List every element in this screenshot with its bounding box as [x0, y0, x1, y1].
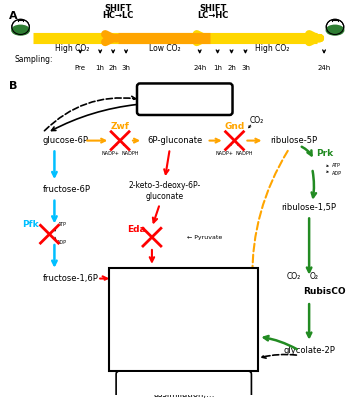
- Text: Low CO₂: Low CO₂: [149, 44, 181, 53]
- Ellipse shape: [12, 19, 29, 34]
- Text: SHIFT: SHIFT: [199, 4, 226, 13]
- FancyBboxPatch shape: [137, 84, 233, 115]
- Text: NADP+: NADP+: [101, 151, 119, 156]
- Text: glucose-6P: glucose-6P: [43, 136, 88, 145]
- Text: glycerate-2P: glycerate-2P: [157, 354, 210, 363]
- Text: Sampling:: Sampling:: [15, 55, 53, 64]
- Text: O₂: O₂: [310, 272, 319, 281]
- Text: 3h: 3h: [121, 65, 131, 71]
- Text: B: B: [9, 82, 17, 92]
- Text: 24h: 24h: [193, 65, 206, 71]
- Ellipse shape: [326, 19, 344, 34]
- Ellipse shape: [12, 25, 29, 35]
- Text: glycerate-3P: glycerate-3P: [157, 329, 210, 338]
- Text: Pre: Pre: [75, 65, 86, 71]
- Text: HC→LC: HC→LC: [102, 11, 134, 20]
- Text: ATP: ATP: [58, 222, 67, 227]
- Text: assimilation,…: assimilation,…: [153, 390, 214, 399]
- Text: 6P-gluconate: 6P-gluconate: [147, 136, 202, 145]
- Text: NADP+: NADP+: [144, 287, 162, 292]
- Text: High CO₂: High CO₂: [55, 44, 89, 53]
- Text: ADP: ADP: [57, 240, 67, 244]
- FancyBboxPatch shape: [109, 268, 258, 371]
- Text: NADPH: NADPH: [144, 294, 162, 299]
- Text: ADP: ADP: [332, 171, 342, 176]
- Text: ADP: ADP: [152, 314, 162, 318]
- Text: fructose-1,6P: fructose-1,6P: [43, 274, 98, 283]
- Text: RubisCO: RubisCO: [303, 287, 345, 296]
- Text: 1h: 1h: [96, 65, 105, 71]
- Text: 2-keto-3-deoxy-6P-
gluconate: 2-keto-3-deoxy-6P- gluconate: [129, 181, 201, 200]
- Text: ← Pyruvate: ← Pyruvate: [187, 235, 222, 240]
- Text: 2h: 2h: [227, 65, 236, 71]
- Text: NADPH: NADPH: [236, 151, 253, 156]
- Text: GLYCOGEN: GLYCOGEN: [154, 94, 215, 104]
- Text: Pgam: Pgam: [189, 341, 217, 350]
- Text: LC→HC: LC→HC: [197, 11, 228, 20]
- Text: NADPH: NADPH: [121, 151, 139, 156]
- FancyBboxPatch shape: [116, 371, 251, 400]
- Text: Zwf: Zwf: [111, 122, 130, 131]
- Text: glyceraldehyde-3P: glyceraldehyde-3P: [144, 274, 223, 283]
- Text: High CO₂: High CO₂: [255, 44, 289, 53]
- Text: CO₂: CO₂: [249, 116, 264, 125]
- Text: ribulose-1,5P: ribulose-1,5P: [282, 203, 337, 212]
- Text: fructose-6P: fructose-6P: [43, 185, 90, 194]
- Text: CO₂: CO₂: [287, 272, 301, 281]
- Text: glycolate-2P: glycolate-2P: [283, 346, 335, 355]
- Text: Pgk: Pgk: [204, 312, 223, 322]
- Text: 24h: 24h: [318, 65, 331, 71]
- Text: 3h: 3h: [241, 65, 250, 71]
- Text: ribulose-5P: ribulose-5P: [271, 136, 318, 145]
- Ellipse shape: [326, 25, 344, 35]
- Text: A: A: [9, 10, 17, 20]
- Text: GapDH 1/2: GapDH 1/2: [204, 286, 258, 295]
- Text: Eda: Eda: [127, 225, 145, 234]
- Text: SHIFT: SHIFT: [105, 4, 132, 13]
- Text: Pfk: Pfk: [22, 220, 39, 229]
- Text: NADP+: NADP+: [216, 151, 233, 156]
- Text: TCA cycle, nitrogen: TCA cycle, nitrogen: [143, 378, 225, 386]
- Text: ATP: ATP: [153, 320, 162, 325]
- Text: 1h: 1h: [213, 65, 222, 71]
- Text: Gnd: Gnd: [224, 122, 245, 131]
- Text: Prk: Prk: [316, 149, 334, 158]
- Text: glycerate-1,3P: glycerate-1,3P: [153, 303, 214, 312]
- Text: 2h: 2h: [109, 65, 118, 71]
- Text: ATP: ATP: [332, 163, 341, 168]
